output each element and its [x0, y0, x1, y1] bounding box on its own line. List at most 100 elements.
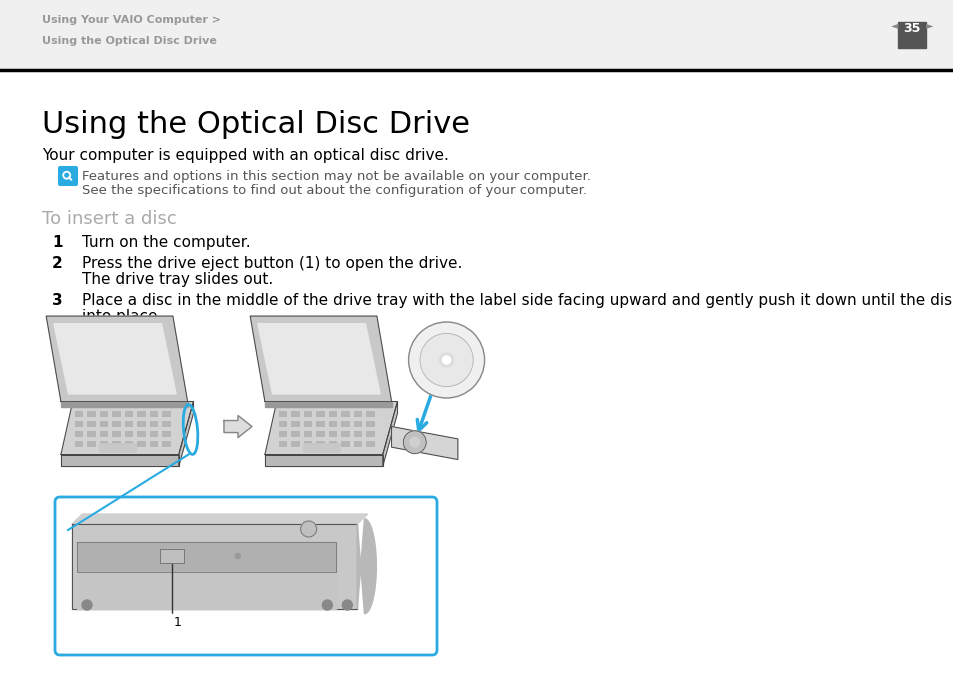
Bar: [137, 441, 146, 447]
Text: 1: 1: [52, 235, 63, 250]
Bar: [366, 421, 375, 427]
Bar: [112, 410, 121, 417]
Text: into place.: into place.: [82, 309, 162, 324]
Bar: [315, 431, 325, 437]
Text: ►: ►: [925, 20, 933, 30]
Bar: [99, 441, 109, 447]
Circle shape: [322, 600, 332, 610]
Bar: [329, 431, 337, 437]
Text: ◄: ◄: [889, 20, 897, 30]
Polygon shape: [53, 324, 176, 394]
Bar: [291, 441, 299, 447]
Bar: [137, 421, 146, 427]
Circle shape: [439, 353, 453, 367]
Polygon shape: [178, 402, 193, 466]
Bar: [303, 443, 339, 452]
Bar: [162, 441, 171, 447]
Polygon shape: [391, 427, 457, 460]
Bar: [125, 431, 133, 437]
Bar: [303, 431, 312, 437]
Text: Press the drive eject button (1) to open the drive.: Press the drive eject button (1) to open…: [82, 256, 462, 271]
Bar: [0, 0, 953, 70]
Polygon shape: [265, 402, 391, 407]
Bar: [329, 441, 337, 447]
Bar: [278, 421, 287, 427]
Polygon shape: [77, 542, 336, 572]
Polygon shape: [77, 572, 336, 609]
Bar: [291, 410, 299, 417]
Bar: [366, 441, 375, 447]
Bar: [291, 421, 299, 427]
Bar: [112, 421, 121, 427]
Bar: [125, 441, 133, 447]
Bar: [162, 410, 171, 417]
Bar: [99, 443, 136, 452]
Circle shape: [300, 521, 316, 537]
Bar: [74, 441, 83, 447]
Bar: [74, 421, 83, 427]
Text: 1: 1: [173, 615, 182, 628]
Bar: [168, 614, 188, 630]
Polygon shape: [224, 416, 252, 437]
Polygon shape: [71, 514, 368, 524]
Bar: [366, 410, 375, 417]
Text: Using the Optical Disc Drive: Using the Optical Disc Drive: [42, 36, 216, 46]
Bar: [291, 431, 299, 437]
Bar: [897, 22, 925, 48]
Bar: [99, 410, 109, 417]
Bar: [341, 441, 350, 447]
Bar: [315, 441, 325, 447]
Polygon shape: [61, 454, 178, 466]
Bar: [315, 410, 325, 417]
Text: 35: 35: [902, 22, 920, 35]
Bar: [162, 421, 171, 427]
Bar: [341, 421, 350, 427]
Bar: [99, 431, 109, 437]
Bar: [329, 421, 337, 427]
Bar: [137, 410, 146, 417]
Bar: [74, 410, 83, 417]
Bar: [162, 431, 171, 437]
Bar: [329, 410, 337, 417]
Bar: [112, 431, 121, 437]
Circle shape: [419, 334, 473, 387]
Bar: [366, 431, 375, 437]
Text: Your computer is equipped with an optical disc drive.: Your computer is equipped with an optica…: [42, 148, 449, 163]
Bar: [150, 410, 158, 417]
Text: The drive tray slides out.: The drive tray slides out.: [82, 272, 273, 287]
Bar: [87, 431, 95, 437]
Bar: [125, 410, 133, 417]
Text: Using the Optical Disc Drive: Using the Optical Disc Drive: [42, 110, 470, 139]
Polygon shape: [265, 402, 397, 454]
Polygon shape: [357, 519, 375, 614]
Text: Place a disc in the middle of the drive tray with the label side facing upward a: Place a disc in the middle of the drive …: [82, 293, 953, 308]
Polygon shape: [382, 402, 397, 466]
Text: See the specifications to find out about the configuration of your computer.: See the specifications to find out about…: [82, 184, 586, 197]
Circle shape: [442, 356, 450, 364]
Bar: [87, 421, 95, 427]
Circle shape: [82, 600, 91, 610]
Polygon shape: [265, 454, 382, 466]
Bar: [278, 410, 287, 417]
FancyBboxPatch shape: [55, 497, 436, 655]
FancyBboxPatch shape: [58, 166, 78, 186]
Circle shape: [410, 437, 419, 447]
Bar: [278, 431, 287, 437]
Circle shape: [342, 600, 352, 610]
Bar: [341, 410, 350, 417]
Bar: [137, 431, 146, 437]
Circle shape: [408, 322, 484, 398]
Text: Turn on the computer.: Turn on the computer.: [82, 235, 251, 250]
Bar: [354, 441, 362, 447]
Bar: [303, 421, 312, 427]
Bar: [112, 441, 121, 447]
Bar: [74, 431, 83, 437]
Polygon shape: [160, 549, 184, 563]
Bar: [354, 421, 362, 427]
Text: Features and options in this section may not be available on your computer.: Features and options in this section may…: [82, 170, 590, 183]
Circle shape: [235, 553, 240, 559]
Text: Using Your VAIO Computer >: Using Your VAIO Computer >: [42, 15, 221, 25]
Bar: [278, 441, 287, 447]
Bar: [303, 441, 312, 447]
Bar: [125, 421, 133, 427]
